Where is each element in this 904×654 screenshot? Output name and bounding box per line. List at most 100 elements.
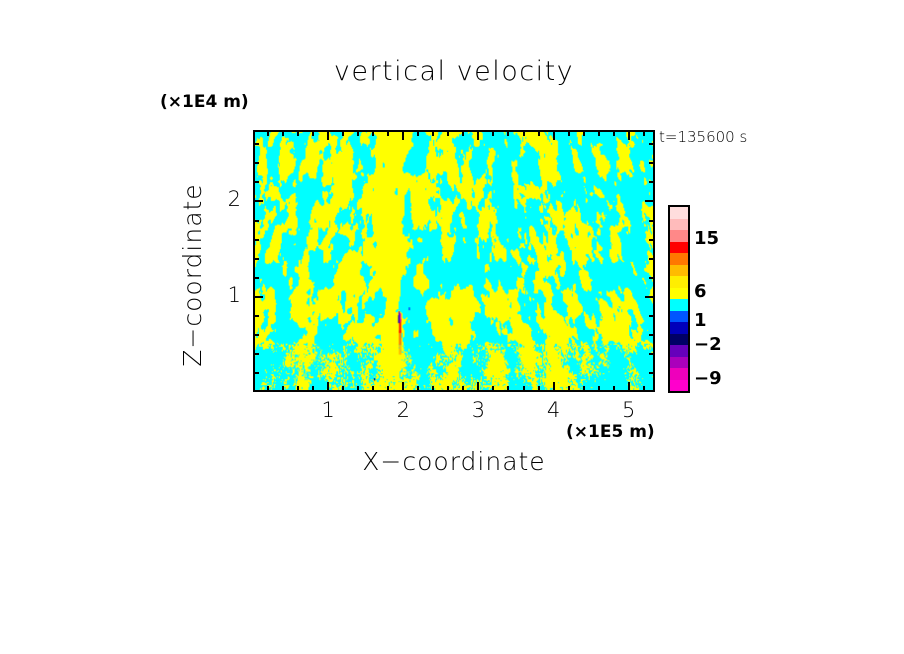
x-axis-minor-tick bbox=[447, 131, 450, 136]
colorbar-band bbox=[670, 207, 688, 220]
colorbar-band bbox=[670, 379, 688, 391]
colorbar-tick-label: −2 bbox=[694, 334, 722, 355]
x-axis-minor-tick bbox=[597, 131, 600, 136]
y-axis-minor-tick bbox=[649, 276, 654, 279]
x-axis-minor-tick bbox=[432, 386, 435, 391]
x-axis-minor-tick bbox=[312, 386, 315, 391]
x-axis-minor-tick bbox=[387, 386, 390, 391]
y-axis-minor-tick bbox=[254, 219, 259, 222]
x-axis-major-tick bbox=[402, 382, 405, 391]
x-axis-minor-tick bbox=[537, 131, 540, 136]
x-axis-major-tick bbox=[552, 382, 555, 391]
y-axis-minor-tick bbox=[254, 238, 259, 241]
y-axis-minor-tick bbox=[254, 333, 259, 336]
y-axis-minor-tick bbox=[254, 257, 259, 260]
x-axis-major-tick bbox=[402, 131, 405, 140]
colorbar-band bbox=[670, 299, 688, 312]
y-axis-major-tick bbox=[254, 200, 263, 203]
x-axis-minor-tick bbox=[462, 131, 465, 136]
x-axis-minor-tick bbox=[342, 386, 345, 391]
y-axis-minor-tick bbox=[649, 181, 654, 184]
x-axis-minor-tick bbox=[267, 131, 270, 136]
colorbar-band bbox=[670, 218, 688, 231]
x-axis-minor-tick bbox=[537, 386, 540, 391]
colorbar-tick-label: 15 bbox=[694, 228, 720, 249]
x-axis-tick-label: 3 bbox=[471, 398, 486, 422]
x-axis-minor-tick bbox=[492, 131, 495, 136]
colorbar bbox=[668, 205, 690, 393]
x-axis-minor-tick bbox=[567, 386, 570, 391]
x-axis-minor-tick bbox=[372, 131, 375, 136]
timestamp-annotation: t=135600 s bbox=[659, 128, 748, 146]
x-axis-minor-tick bbox=[507, 131, 510, 136]
y-axis-minor-tick bbox=[649, 162, 654, 165]
x-axis-minor-tick bbox=[282, 131, 285, 136]
y-axis-minor-tick bbox=[254, 162, 259, 165]
y-axis-minor-tick bbox=[649, 314, 654, 317]
x-axis-minor-tick bbox=[447, 386, 450, 391]
y-axis-tick-label: 2 bbox=[227, 187, 241, 212]
x-axis-minor-tick bbox=[612, 386, 615, 391]
x-axis-minor-tick bbox=[612, 131, 615, 136]
x-axis-minor-tick bbox=[357, 386, 360, 391]
y-axis-unit-label: (×1E4 m) bbox=[160, 92, 249, 112]
x-axis-minor-tick bbox=[267, 386, 270, 391]
x-axis-minor-tick bbox=[522, 131, 525, 136]
y-axis-major-tick bbox=[254, 295, 263, 298]
y-axis-minor-tick bbox=[254, 143, 259, 146]
colorbar-band bbox=[670, 368, 688, 381]
colorbar-band bbox=[670, 310, 688, 323]
y-axis-minor-tick bbox=[649, 219, 654, 222]
x-axis-minor-tick bbox=[567, 131, 570, 136]
x-axis-major-tick bbox=[327, 382, 330, 391]
velocity-field-heatmap bbox=[255, 132, 653, 390]
colorbar-band bbox=[670, 333, 688, 346]
y-axis-tick-label: 1 bbox=[227, 282, 241, 307]
colorbar-tick-label: −9 bbox=[694, 368, 722, 389]
x-axis-minor-tick bbox=[492, 386, 495, 391]
x-axis-minor-tick bbox=[297, 386, 300, 391]
colorbar-tick-label: 6 bbox=[694, 281, 707, 302]
x-axis-minor-tick bbox=[312, 131, 315, 136]
y-axis-minor-tick bbox=[649, 352, 654, 355]
colorbar-band bbox=[670, 322, 688, 335]
x-axis-minor-tick bbox=[582, 131, 585, 136]
x-axis-major-tick bbox=[327, 131, 330, 140]
x-axis-major-tick bbox=[477, 382, 480, 391]
x-axis-minor-tick bbox=[342, 131, 345, 136]
plot-area bbox=[253, 130, 655, 392]
x-axis-minor-tick bbox=[432, 131, 435, 136]
y-axis-minor-tick bbox=[254, 352, 259, 355]
x-axis-major-tick bbox=[627, 382, 630, 391]
x-axis-minor-tick bbox=[507, 386, 510, 391]
y-axis-major-tick bbox=[645, 295, 654, 298]
x-axis-tick-label: 5 bbox=[622, 398, 636, 422]
x-axis-minor-tick bbox=[462, 386, 465, 391]
colorbar-tick-label: 1 bbox=[694, 310, 707, 331]
x-axis-minor-tick bbox=[597, 386, 600, 391]
page-title: vertical velocity bbox=[333, 56, 575, 87]
colorbar-band bbox=[670, 287, 688, 300]
colorbar-band bbox=[670, 345, 688, 358]
colorbar-band bbox=[670, 253, 688, 266]
y-axis-major-tick bbox=[645, 200, 654, 203]
colorbar-band bbox=[670, 356, 688, 369]
y-axis-title: Z−coordinate bbox=[178, 183, 207, 367]
y-axis-minor-tick bbox=[649, 257, 654, 260]
x-axis-minor-tick bbox=[357, 131, 360, 136]
x-axis-tick-label: 1 bbox=[321, 398, 335, 422]
x-axis-minor-tick bbox=[522, 386, 525, 391]
y-axis-minor-tick bbox=[254, 314, 259, 317]
x-axis-major-tick bbox=[627, 131, 630, 140]
x-axis-major-tick bbox=[477, 131, 480, 140]
colorbar-band bbox=[670, 241, 688, 254]
y-axis-minor-tick bbox=[649, 143, 654, 146]
y-axis-minor-tick bbox=[254, 276, 259, 279]
y-axis-minor-tick bbox=[649, 371, 654, 374]
x-axis-minor-tick bbox=[372, 386, 375, 391]
x-axis-minor-tick bbox=[642, 131, 645, 136]
x-axis-unit-label: (×1E5 m) bbox=[566, 422, 655, 442]
x-axis-tick-label: 2 bbox=[396, 398, 410, 422]
x-axis-minor-tick bbox=[387, 131, 390, 136]
